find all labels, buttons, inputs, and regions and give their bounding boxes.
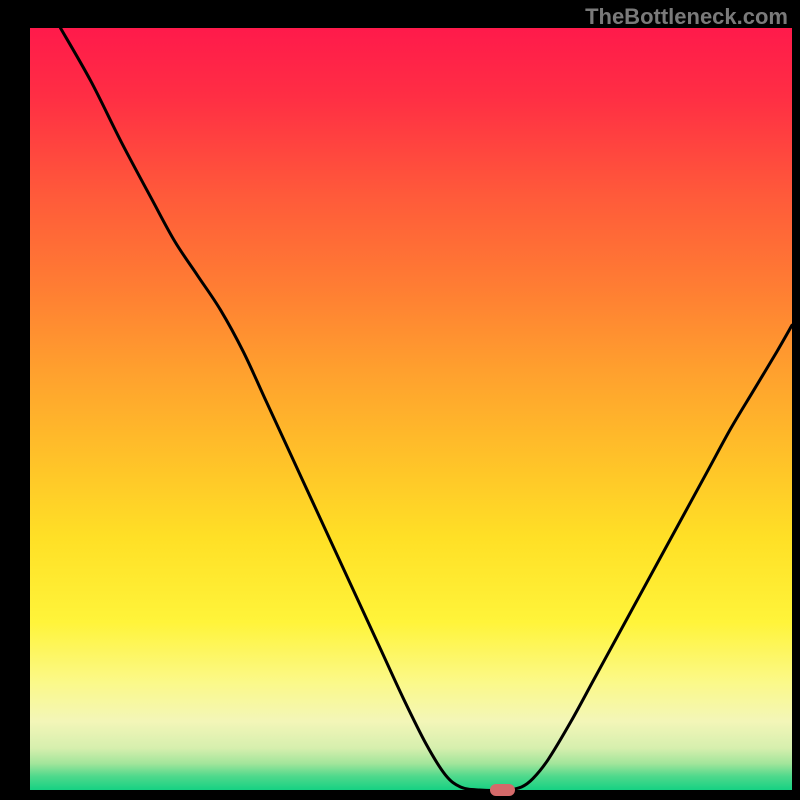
optimal-point-marker <box>490 784 514 796</box>
plot-area <box>30 28 792 790</box>
attribution-watermark: TheBottleneck.com <box>585 4 788 30</box>
chart-frame: TheBottleneck.com <box>0 0 800 800</box>
bottleneck-curve <box>30 28 792 790</box>
